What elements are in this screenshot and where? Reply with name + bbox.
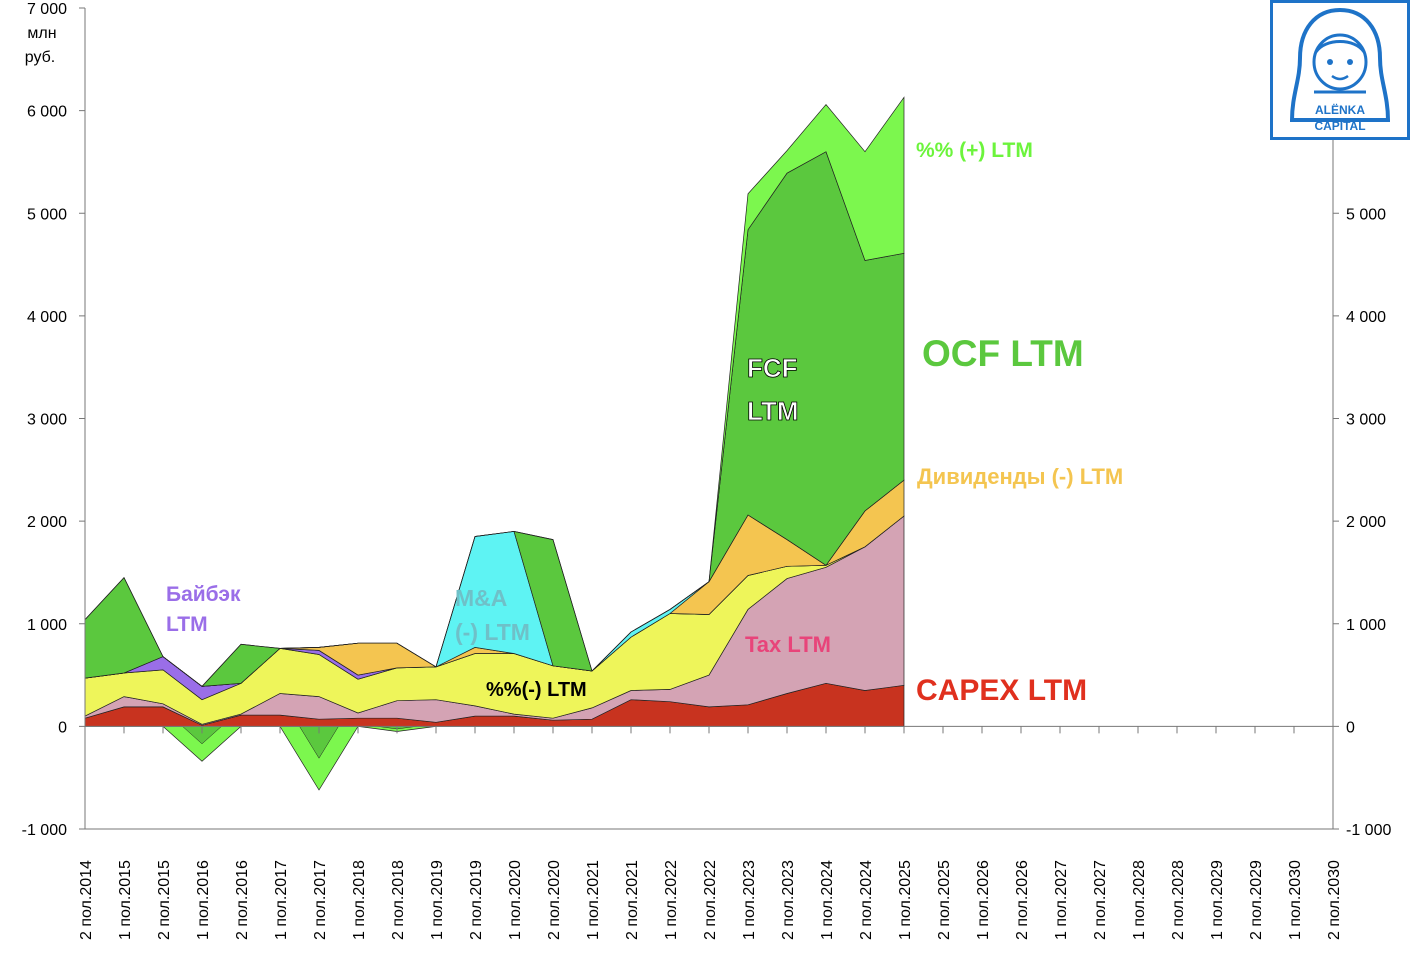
x-tick-label: 2 пол.2023 bbox=[780, 860, 797, 940]
y-axis-left-labels: -1 000 0 1 000 2 000 3 000 4 000 5 000 6 000 7 0… bbox=[22, 1, 67, 839]
x-tick-label: 2 пол.2029 bbox=[1248, 860, 1265, 940]
x-tick-label: 2 пол.2017 bbox=[312, 860, 329, 940]
x-tick-label: 1 пол.2018 bbox=[351, 860, 368, 940]
annotation-fcf-1: FCF bbox=[747, 353, 798, 383]
y-tick-label-right: 2 000 bbox=[1346, 514, 1386, 531]
x-tick-label: 2 пол.2022 bbox=[702, 860, 719, 940]
y-tick-label-left: 1 000 bbox=[27, 617, 67, 634]
x-tick-label: 2 пол.2025 bbox=[936, 860, 953, 940]
annotation-ocf: OCF LTM bbox=[922, 333, 1084, 374]
x-tick-label: 1 пол.2017 bbox=[273, 860, 290, 940]
x-tick-label: 1 пол.2019 bbox=[429, 860, 446, 940]
annotations: Байбэк LTM M&A (-) LTM %%(-) LTM FCF LTM… bbox=[166, 139, 1123, 707]
annotation-ma-2: (-) LTM bbox=[455, 619, 530, 645]
y-tick-label-left: 6 000 bbox=[27, 104, 67, 121]
annotation-buyback-1: Байбэк bbox=[166, 583, 241, 606]
x-tick-label: 1 пол.2016 bbox=[195, 860, 212, 940]
matryoshka-icon: ALЁNKA CAPITAL bbox=[1270, 0, 1410, 140]
x-tick-label: 1 пол.2024 bbox=[819, 860, 836, 940]
annotation-capex: CAPEX LTM bbox=[916, 674, 1087, 707]
area-series-7 bbox=[84, 96, 905, 687]
x-tick-label: 2 пол.2024 bbox=[858, 860, 875, 940]
y-tick-label-left: 2 000 bbox=[27, 514, 67, 531]
annotation-buyback-2: LTM bbox=[166, 613, 208, 636]
y-axis-right-labels: -1 000 0 1 000 2 000 3 000 4 000 5 000 bbox=[1346, 206, 1391, 839]
logo-text-line1: ALЁNKA bbox=[1315, 102, 1365, 117]
x-tick-label: 2 пол.2028 bbox=[1170, 860, 1187, 940]
annotation-interest-received: %% (+) LTM bbox=[916, 139, 1033, 162]
y-tick-label-right: 4 000 bbox=[1346, 309, 1386, 326]
axes bbox=[79, 7, 1339, 830]
x-tick-label: 2 пол.2018 bbox=[390, 860, 407, 940]
x-tick-label: 2 пол.2026 bbox=[1014, 860, 1031, 940]
annotation-interest-paid: %%(-) LTM bbox=[486, 679, 587, 701]
x-tick-label: 1 пол.2027 bbox=[1053, 860, 1070, 940]
x-tick-label: 2 пол.2016 bbox=[234, 860, 251, 940]
logo-text-line2: CAPITAL bbox=[1314, 119, 1365, 133]
x-tick-label: 1 пол.2015 bbox=[117, 860, 134, 940]
x-tick-label: 1 пол.2020 bbox=[507, 860, 524, 940]
x-tick-label: 2 пол.2020 bbox=[546, 860, 563, 940]
unit-label: млн руб. bbox=[25, 25, 57, 66]
alenka-capital-logo: ALЁNKA CAPITAL bbox=[1270, 0, 1410, 140]
x-tick-label: 1 пол.2029 bbox=[1209, 860, 1226, 940]
y-tick-label-right: 1 000 bbox=[1346, 617, 1386, 634]
x-axis-labels: 2 пол.2014 1 пол.2015 2 пол.2015 1 пол.2016… bbox=[78, 860, 1343, 940]
x-tick-label: 2 пол.2030 bbox=[1326, 860, 1343, 940]
x-tick-label: 1 пол.2025 bbox=[897, 860, 914, 940]
unit-label-line1: млн bbox=[27, 25, 56, 42]
annotation-tax: Tax LTM bbox=[745, 632, 831, 657]
y-tick-label-left: 0 bbox=[58, 719, 67, 736]
y-tick-label-left: 4 000 bbox=[27, 309, 67, 326]
y-tick-label-left: 5 000 bbox=[27, 206, 67, 223]
x-tick-label: 1 пол.2026 bbox=[975, 860, 992, 940]
y-tick-label-right: 5 000 bbox=[1346, 206, 1386, 223]
x-tick-label: 1 пол.2030 bbox=[1287, 860, 1304, 940]
y-tick-label-left: 7 000 bbox=[27, 1, 67, 18]
x-tick-label: 2 пол.2015 bbox=[156, 860, 173, 940]
y-tick-label-right: 3 000 bbox=[1346, 412, 1386, 429]
y-tick-label-left: -1 000 bbox=[22, 822, 67, 839]
stacked-areas bbox=[84, 96, 905, 791]
y-tick-label-right: 0 bbox=[1346, 719, 1355, 736]
y-tick-label-right: -1 000 bbox=[1346, 822, 1391, 839]
x-tick-label: 2 пол.2021 bbox=[624, 860, 641, 940]
x-tick-label: 2 пол.2019 bbox=[468, 860, 485, 940]
x-tick-label: 2 пол.2027 bbox=[1092, 860, 1109, 940]
annotation-ma-1: M&A bbox=[455, 585, 507, 611]
x-tick-label: 2 пол.2014 bbox=[78, 860, 95, 940]
x-tick-label: 1 пол.2022 bbox=[663, 860, 680, 940]
x-tick-label: 1 пол.2023 bbox=[741, 860, 758, 940]
x-tick-label: 1 пол.2028 bbox=[1131, 860, 1148, 940]
annotation-dividends: Дивиденды (-) LTM bbox=[917, 464, 1123, 489]
annotation-fcf-2: LTM bbox=[747, 396, 799, 426]
x-tick-label: 1 пол.2021 bbox=[585, 860, 602, 940]
unit-label-line2: руб. bbox=[25, 49, 56, 66]
y-tick-label-left: 3 000 bbox=[27, 412, 67, 429]
